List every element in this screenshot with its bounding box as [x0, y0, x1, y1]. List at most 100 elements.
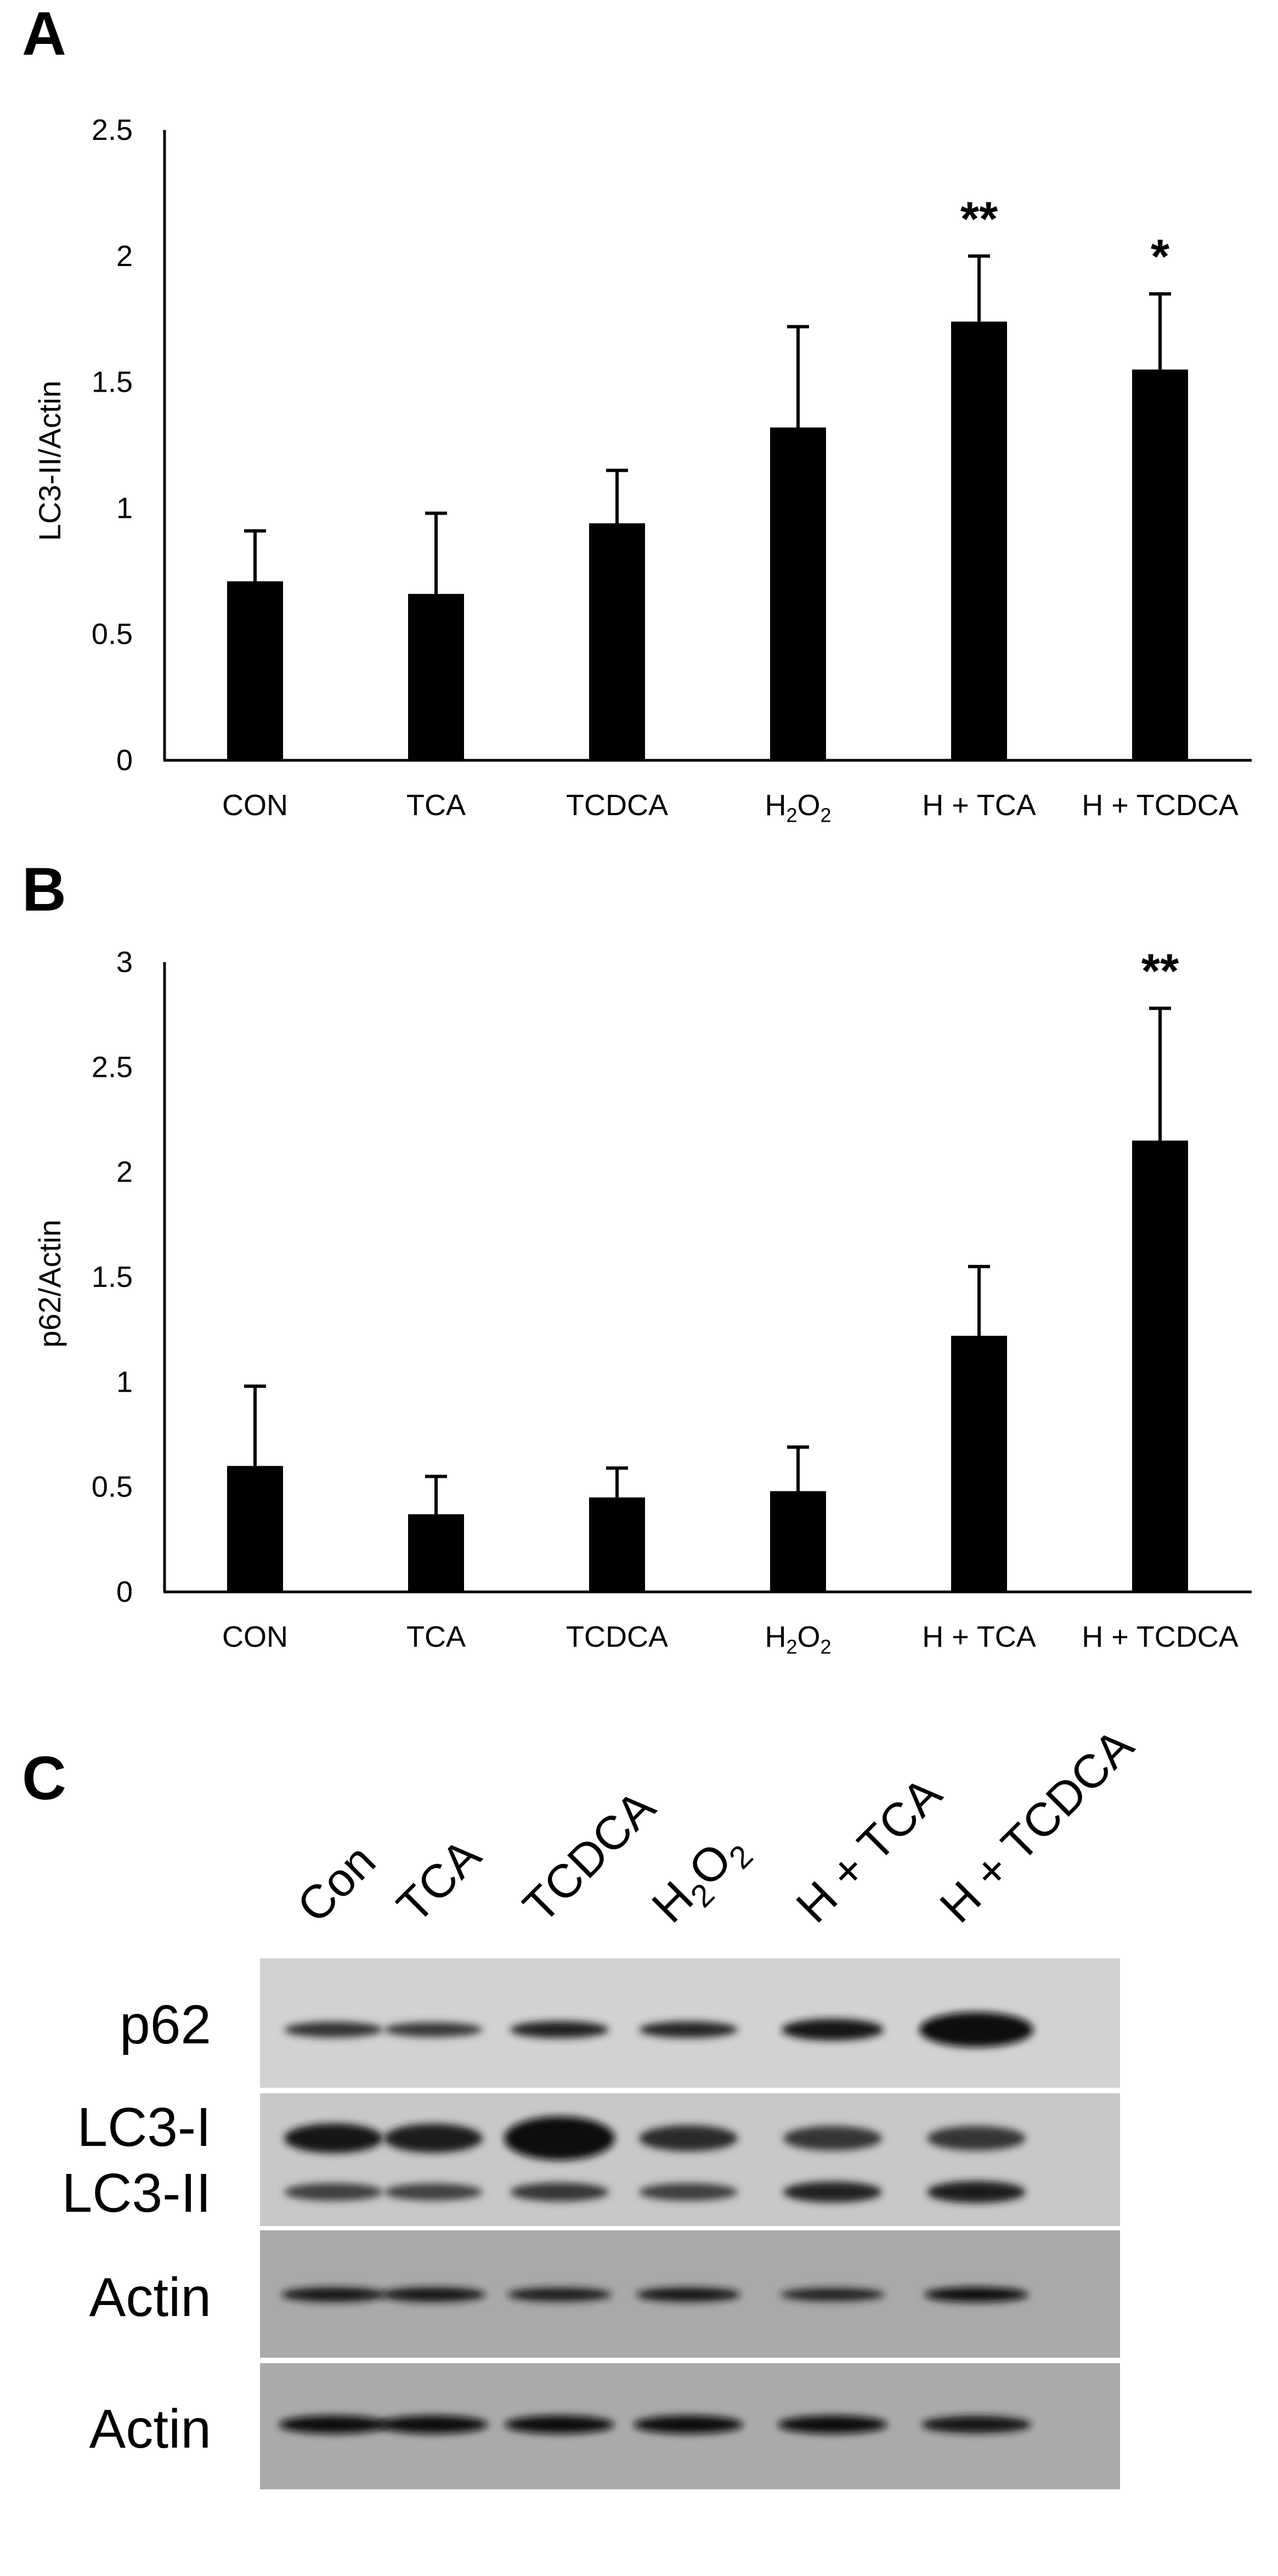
band-lc3-ii-con [284, 2183, 383, 2201]
y-tick-label: 0.5 [92, 618, 133, 651]
band-actin2-tcdca [505, 2415, 614, 2434]
panel-a: A LC3-II/Actin 00.511.522.5 *** CON TCA TC… [22, 0, 1252, 827]
band-lc3-ii-h-tcdca [927, 2180, 1026, 2204]
panel-b-y-ticks: 0 0.5 1 1.5 2 2.5 3 [92, 946, 133, 1608]
error-bar-h-tca [968, 1264, 990, 1336]
band-lc3-ii-h-tca [783, 2181, 882, 2203]
x-tick-label-h2o2: H2O2 [765, 789, 831, 827]
band-actin1-h-tcdca [924, 2287, 1028, 2302]
band-p62-tcdca [510, 2021, 609, 2038]
blot-row-label-actin-1: Actin [89, 2267, 211, 2328]
y-tick-label: 0 [116, 744, 133, 777]
bar-tcdca [589, 1497, 645, 1592]
blot-row-label-lc3-i: LC3-I [77, 2097, 211, 2158]
panel-b-significance: ** [1141, 944, 1179, 998]
error-bar-con [244, 529, 266, 581]
error-bar-tcdca [606, 1466, 628, 1498]
panel-a-letter: A [22, 0, 66, 68]
blot-row-label-actin-2: Actin [89, 2398, 211, 2460]
blot-lane-label-h2o2: H2O2 [642, 1821, 760, 1939]
panel-a-x-tick-labels: CON TCA TCDCA H2O2 H + TCA H + TCDCA [222, 789, 1239, 827]
y-tick-label: 2 [116, 240, 133, 273]
panel-a-y-ticks: 0 0.5 1 1.5 2 2.5 [92, 114, 133, 777]
panel-c-letter: C [22, 1744, 66, 1812]
significance-marker-h-tca: ** [960, 191, 998, 246]
significance-marker-h-tcdca: * [1151, 229, 1170, 284]
band-p62-h-tcdca [919, 2012, 1033, 2047]
x-tick-label-tcdca: TCDCA [566, 789, 668, 822]
y-tick-label: 1.5 [92, 366, 133, 399]
error-bar-h-tcdca [1149, 292, 1171, 370]
error-bar-con [244, 1384, 266, 1466]
error-bar-h2o2 [787, 1445, 809, 1492]
panel-a-bars [227, 321, 1188, 760]
blot-lane-label-h-tcdca: H + TCDCA [930, 1719, 1144, 1933]
band-lc3-i-tca [384, 2123, 483, 2153]
bar-h2o2 [770, 427, 826, 760]
bar-tcdca [589, 523, 645, 760]
y-tick-label: 1 [116, 492, 133, 524]
band-lc3-i-h-tca [783, 2126, 882, 2151]
x-tick-label-tca: TCA [406, 789, 466, 822]
band-actin1-tcdca [507, 2287, 612, 2302]
error-bar-tcdca [606, 468, 628, 523]
panel-a-error-bars [244, 254, 1171, 594]
panel-b: B p62/Actin 0 0.5 1 1.5 2 2.5 3 ** CON TCA TCDCA… [22, 855, 1252, 1658]
band-actin1-h2o2 [636, 2287, 740, 2302]
band-actin1-tca [381, 2287, 485, 2302]
y-tick-label: 1 [116, 1365, 133, 1398]
blot-row-label-p62: p62 [120, 1994, 211, 2055]
band-actin2-h-tcdca [921, 2416, 1031, 2433]
band-actin2-h2o2 [634, 2415, 743, 2434]
bar-h-tca [951, 1336, 1007, 1592]
band-p62-con [284, 2021, 383, 2038]
blot-strip-lc3 [260, 2093, 1120, 2226]
blot-lane-label-tca: TCA [387, 1828, 491, 1933]
band-lc3-ii-tca [384, 2183, 483, 2201]
panel-a-significance: *** [960, 191, 1170, 284]
bar-con [227, 581, 283, 760]
x-tick-label-h-tcdca: H + TCDCA [1082, 789, 1239, 822]
x-tick-label-h-tcdca: H + TCDCA [1082, 1620, 1239, 1653]
x-tick-label-h-tca: H + TCA [922, 789, 1036, 822]
y-tick-label: 2 [116, 1156, 133, 1189]
y-tick-label: 2.5 [92, 114, 133, 146]
y-tick-label: 3 [116, 946, 133, 979]
bar-h-tcdca [1132, 369, 1188, 760]
blot-lane-label-tcdca: TCDCA [513, 1781, 666, 1933]
bar-h-tca [951, 321, 1007, 760]
band-lc3-ii-h2o2 [639, 2183, 738, 2201]
x-tick-label-h-tca: H + TCA [922, 1620, 1036, 1653]
x-tick-label-con: CON [222, 1620, 288, 1653]
blot-bands [279, 2012, 1033, 2434]
y-tick-label: 0 [116, 1575, 133, 1608]
band-p62-tca [384, 2022, 483, 2037]
band-p62-h-tca [782, 2019, 884, 2041]
band-actin1-con [281, 2287, 386, 2302]
y-tick-label: 2.5 [92, 1050, 133, 1083]
band-lc3-ii-tcdca [510, 2182, 609, 2202]
bar-h2o2 [770, 1491, 826, 1592]
band-actin2-tca [378, 2415, 488, 2434]
panel-b-error-bars [244, 1007, 1171, 1515]
band-lc3-i-tcdca [504, 2116, 615, 2160]
error-bar-h-tcdca [1149, 1007, 1171, 1141]
x-tick-label-con: CON [222, 789, 288, 822]
blot-lane-label-con: Con [287, 1834, 386, 1933]
panel-b-y-axis-label: p62/Actin [32, 1219, 67, 1348]
error-bar-tca [425, 511, 447, 594]
bar-tca [408, 594, 464, 760]
band-actin2-con [279, 2415, 388, 2434]
band-actin2-h-tca [778, 2415, 887, 2434]
x-tick-label-h2o2: H2O2 [765, 1620, 831, 1658]
band-lc3-i-con [284, 2123, 383, 2154]
error-bar-h-tca [968, 254, 990, 322]
band-lc3-i-h-tcdca [927, 2126, 1026, 2151]
panel-b-x-tick-labels: CON TCA TCDCA H2O2 H + TCA H + TCDCA [222, 1620, 1239, 1658]
y-tick-label: 1.5 [92, 1261, 133, 1293]
blot-lane-label-h-tca: H + TCA [787, 1767, 952, 1933]
panel-a-y-axis-label: LC3-II/Actin [32, 381, 67, 541]
